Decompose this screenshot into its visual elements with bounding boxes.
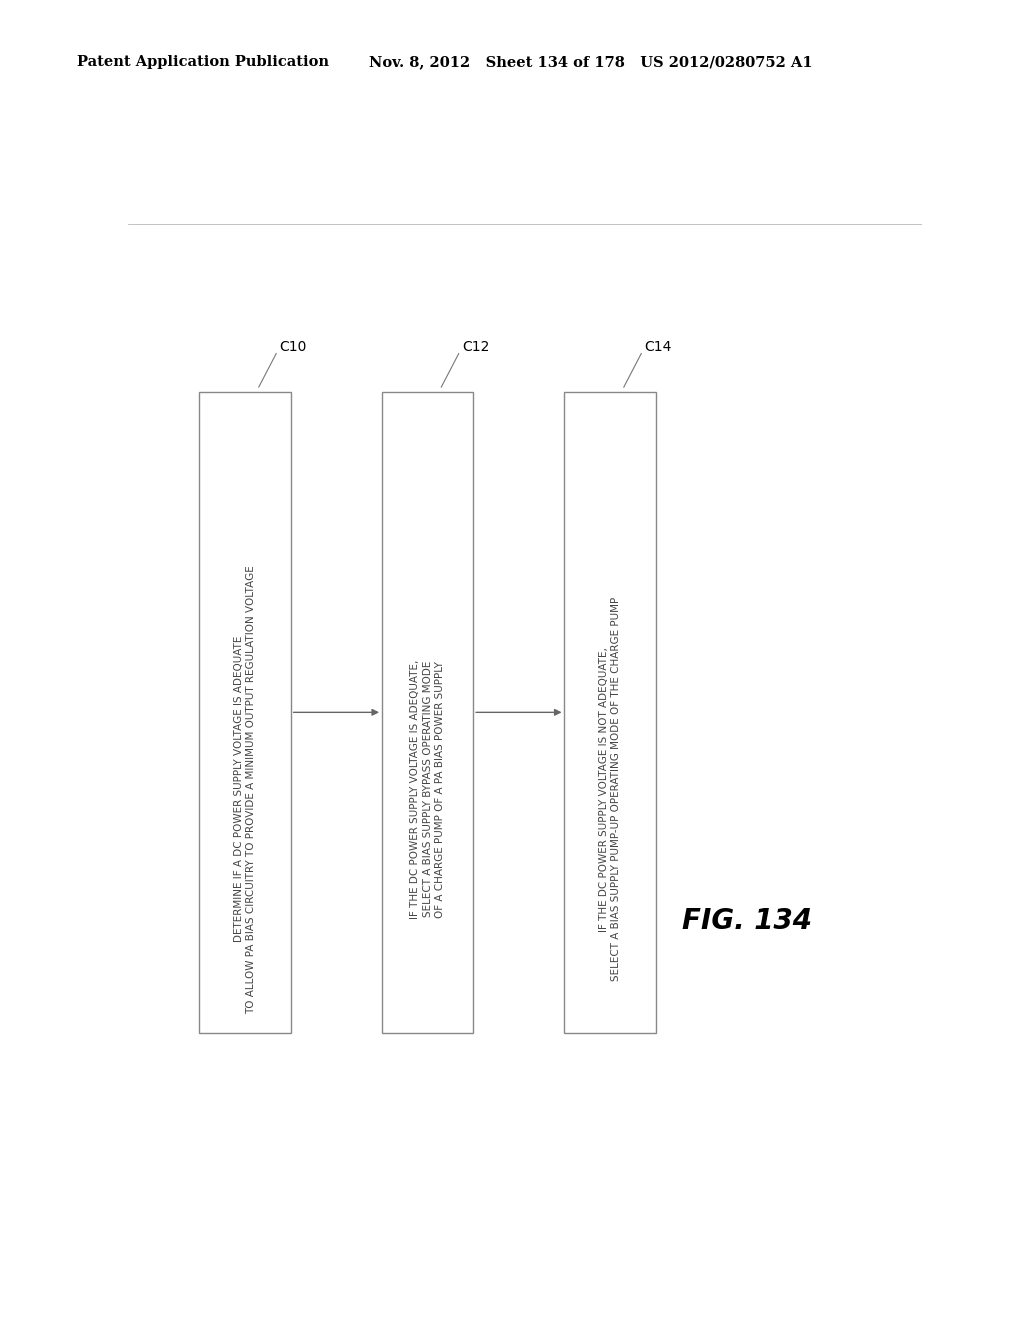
Text: C12: C12 — [462, 339, 489, 354]
Bar — [200, 392, 291, 1032]
Bar — [564, 392, 655, 1032]
Bar — [382, 392, 473, 1032]
Text: DETERMINE IF A DC POWER SUPPLY VOLTAGE IS ADEQUATE
TO ALLOW PA BIAS CIRCUITRY TO: DETERMINE IF A DC POWER SUPPLY VOLTAGE I… — [233, 565, 256, 1014]
Text: C10: C10 — [280, 339, 307, 354]
Text: C14: C14 — [644, 339, 672, 354]
Text: IF THE DC POWER SUPPLY VOLTAGE IS ADEQUATE,
SELECT A BIAS SUPPLY BYPASS OPERATIN: IF THE DC POWER SUPPLY VOLTAGE IS ADEQUA… — [411, 660, 445, 919]
Text: FIG. 134: FIG. 134 — [682, 907, 812, 935]
Text: Patent Application Publication: Patent Application Publication — [77, 55, 329, 70]
Text: Nov. 8, 2012   Sheet 134 of 178   US 2012/0280752 A1: Nov. 8, 2012 Sheet 134 of 178 US 2012/02… — [369, 55, 812, 70]
Text: IF THE DC POWER SUPPLY VOLTAGE IS NOT ADEQUATE,
SELECT A BIAS SUPPLY PUMP-UP OPE: IF THE DC POWER SUPPLY VOLTAGE IS NOT AD… — [599, 597, 622, 981]
